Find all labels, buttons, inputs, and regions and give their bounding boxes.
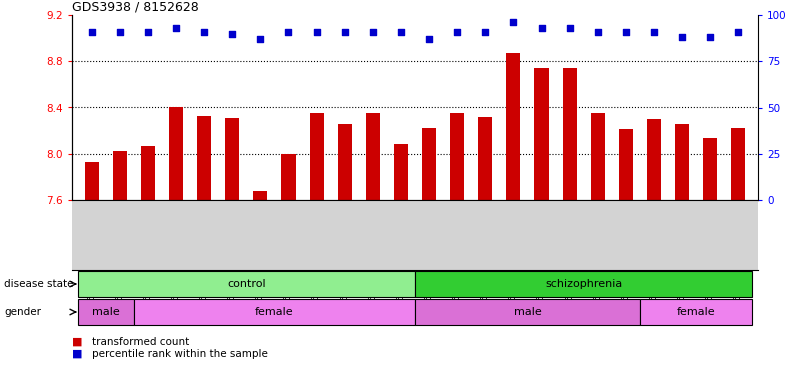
Bar — [309, 113, 324, 200]
Bar — [169, 108, 183, 200]
Text: disease state: disease state — [4, 279, 74, 289]
Bar — [338, 124, 352, 200]
Bar — [394, 144, 408, 200]
Point — [591, 28, 604, 35]
Point — [226, 30, 239, 36]
Text: ■: ■ — [72, 349, 83, 359]
Point — [198, 28, 211, 35]
Bar — [675, 124, 689, 200]
Bar — [85, 162, 99, 200]
Bar — [640, 300, 752, 324]
Text: percentile rank within the sample: percentile rank within the sample — [92, 349, 268, 359]
Point — [142, 28, 155, 35]
Text: male: male — [513, 307, 541, 317]
Text: male: male — [92, 307, 119, 317]
Bar — [450, 113, 465, 200]
Point — [395, 28, 408, 35]
Point — [563, 25, 576, 31]
Point — [282, 28, 295, 35]
Bar — [647, 119, 661, 200]
Bar — [281, 154, 296, 200]
Bar — [562, 68, 577, 200]
Point — [170, 25, 183, 31]
Bar — [253, 191, 268, 200]
Point — [451, 28, 464, 35]
Point — [619, 28, 632, 35]
Point — [647, 28, 660, 35]
Bar — [113, 151, 127, 200]
Bar — [703, 137, 717, 200]
Bar — [506, 53, 521, 200]
Text: gender: gender — [4, 307, 41, 317]
Point — [114, 28, 127, 35]
Bar — [78, 300, 134, 324]
Text: schizophrenia: schizophrenia — [545, 279, 622, 289]
Point — [338, 28, 351, 35]
Point — [479, 28, 492, 35]
Bar — [422, 128, 436, 200]
Point — [732, 28, 745, 35]
Point — [535, 25, 548, 31]
Point — [704, 34, 717, 40]
Point — [423, 36, 436, 42]
Bar — [619, 129, 633, 200]
Text: ■: ■ — [72, 337, 83, 347]
Point — [85, 28, 98, 35]
Bar — [731, 128, 746, 200]
Text: control: control — [227, 279, 266, 289]
Bar — [134, 300, 415, 324]
Point — [310, 28, 323, 35]
Point — [676, 34, 689, 40]
Text: transformed count: transformed count — [92, 337, 189, 347]
Point — [507, 19, 520, 25]
Point — [366, 28, 379, 35]
Bar — [78, 271, 415, 296]
Point — [254, 36, 267, 42]
Bar — [590, 113, 605, 200]
Bar — [415, 300, 640, 324]
Bar — [534, 68, 549, 200]
Bar — [141, 146, 155, 200]
Bar — [366, 113, 380, 200]
Bar — [197, 116, 211, 200]
Bar — [415, 271, 752, 296]
Text: female: female — [255, 307, 294, 317]
Bar — [225, 118, 239, 200]
Bar — [478, 117, 493, 200]
Text: female: female — [677, 307, 715, 317]
Text: GDS3938 / 8152628: GDS3938 / 8152628 — [72, 1, 199, 14]
